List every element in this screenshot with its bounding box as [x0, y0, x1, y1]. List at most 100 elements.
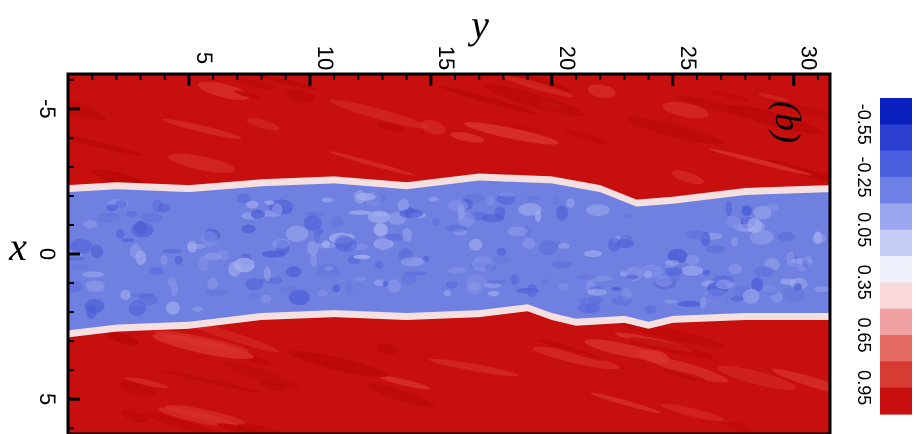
core-blob	[241, 224, 256, 234]
core-blob	[589, 286, 602, 291]
core-blob	[322, 240, 330, 249]
outer-streak	[260, 75, 318, 90]
outer-streak	[649, 356, 728, 383]
core-blob	[399, 208, 424, 219]
outer-streak	[246, 118, 280, 131]
core-blob	[400, 257, 425, 267]
core-blob	[246, 200, 259, 209]
colorbar-tick-label: -0.25	[854, 156, 874, 197]
outer-streak	[154, 330, 250, 353]
top-tick-label: 20	[555, 46, 580, 70]
core-blob	[84, 299, 105, 313]
core-blob	[751, 277, 763, 292]
core-blob	[794, 283, 802, 291]
core-blob	[90, 244, 104, 259]
core-blob	[526, 196, 542, 201]
core-blob	[307, 241, 319, 256]
left-tick-label: -5	[35, 99, 60, 119]
outer-streak	[179, 318, 279, 353]
colorbar-swatch	[880, 256, 912, 283]
outer-streak	[125, 377, 168, 389]
core-blob	[558, 242, 570, 249]
outer-streak	[502, 75, 574, 98]
core-blob	[556, 205, 569, 221]
core-blob	[715, 279, 733, 290]
core-blob	[332, 284, 341, 293]
mixing-core	[68, 180, 830, 331]
core-blob	[611, 296, 633, 306]
core-blob	[250, 209, 265, 219]
colorbar-swatch	[880, 124, 912, 152]
core-blob	[288, 289, 310, 306]
outer-streak	[450, 132, 485, 143]
outer-streak	[221, 361, 302, 390]
core-blob	[316, 263, 340, 278]
outer-streak	[627, 337, 716, 359]
core-blob	[375, 260, 384, 269]
core-blob	[367, 210, 390, 224]
top-axis-label: y	[467, 2, 489, 47]
core-blob	[310, 253, 318, 267]
outer-streak	[259, 380, 286, 392]
core-blob	[742, 288, 760, 304]
outer-streak	[727, 104, 822, 135]
outer-streak	[162, 118, 242, 139]
core-blob	[664, 267, 683, 276]
core-blob	[171, 282, 178, 297]
core-blob	[445, 281, 458, 289]
outer-streak	[717, 365, 797, 390]
core-blob	[122, 238, 135, 243]
core-blob	[345, 280, 353, 296]
core-blob	[402, 228, 412, 242]
core-blob	[86, 284, 105, 293]
core-blob	[522, 237, 536, 249]
colorbar: -0.55 -0.25 0.05 0.35 0.65 0.95	[854, 98, 912, 415]
core-blob	[106, 204, 118, 211]
colorbar-tick-label: 0.95	[854, 370, 874, 405]
core-blob	[510, 274, 520, 285]
core-blob	[261, 250, 285, 258]
core-blob	[765, 289, 778, 295]
core-blob	[725, 215, 741, 228]
core-blob	[272, 203, 283, 217]
core-blob	[373, 279, 385, 287]
colorbar-swatch	[880, 203, 912, 231]
core-blob	[131, 222, 154, 238]
outer-streak	[378, 343, 399, 356]
core-blob	[730, 296, 744, 302]
core-blob	[115, 200, 127, 209]
core-blob	[261, 294, 272, 304]
core-blob	[446, 224, 467, 233]
core-blob	[204, 252, 222, 261]
core-blob	[685, 229, 706, 240]
outer-streak	[587, 84, 616, 99]
outer-streak	[709, 90, 749, 101]
core-blob	[466, 274, 488, 291]
core-blob	[664, 299, 678, 304]
core-blob	[128, 300, 146, 316]
outer-streak	[121, 410, 150, 423]
core-blob	[431, 217, 440, 227]
core-blob	[812, 233, 826, 244]
core-blob	[272, 238, 291, 249]
core-blob	[138, 293, 159, 306]
core-blob	[387, 279, 401, 293]
core-blob	[192, 306, 204, 312]
core-blob	[348, 210, 372, 215]
core-blob	[587, 288, 608, 296]
core-blob	[324, 266, 334, 271]
outer-streak	[464, 122, 559, 145]
panel-label: (b)	[768, 101, 808, 143]
core-blob	[486, 279, 507, 284]
core-blob	[452, 229, 468, 236]
core-blob	[469, 238, 483, 251]
core-blob	[616, 239, 635, 248]
core-blob	[68, 256, 85, 261]
core-blob	[621, 214, 632, 219]
core-blob	[126, 210, 138, 217]
colorbar-tick-label: 0.05	[854, 212, 874, 247]
outer-streak	[563, 129, 613, 146]
core-blob	[97, 212, 120, 223]
core-blob	[552, 197, 559, 205]
